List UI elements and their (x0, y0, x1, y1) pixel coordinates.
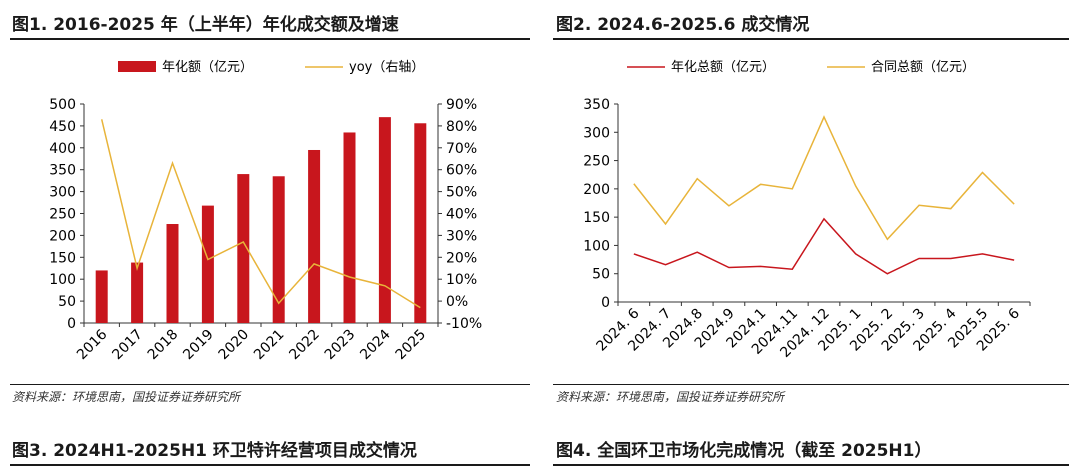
x-tick-label: 2021 (251, 327, 288, 364)
left-y-tick-label: 350 (49, 163, 76, 179)
chart2-y-tick-label: 0 (601, 295, 610, 311)
legend-label-annualized-total: 年化总额（亿元） (671, 60, 775, 75)
left-y-tick-label: 250 (49, 207, 76, 223)
x-tick-label: 2025 (393, 327, 430, 364)
bar-annualized-amount (272, 176, 285, 323)
right-y-tick-label: 60% (446, 163, 477, 179)
x-tick-label: 2016 (74, 326, 111, 363)
right-y-tick-label: 40% (446, 207, 477, 223)
x-tick-label: 2017 (109, 327, 146, 364)
right-y-tick-label: 0% (446, 294, 468, 310)
right-y-tick-label: 80% (446, 119, 477, 135)
bar-annualized-amount (95, 270, 108, 323)
chart2-y-tick-label: 50 (592, 267, 610, 283)
line-annualized-total (633, 217, 1015, 275)
bar-annualized-amount (343, 132, 356, 323)
bar-annualized-amount (237, 174, 250, 323)
figure1-source-rule (10, 384, 530, 385)
legend-label-contract-total: 合同总额（亿元） (871, 60, 975, 75)
left-y-tick-label: 300 (49, 185, 76, 201)
x-tick-label: 2018 (145, 327, 182, 364)
bar-annualized-amount (201, 205, 214, 323)
left-y-tick-label: 500 (49, 97, 76, 113)
right-y-tick-label: -10% (446, 316, 482, 332)
x-tick-label: 2020 (216, 327, 253, 364)
right-y-tick-label: 10% (446, 272, 477, 288)
figure4-title-rule (553, 464, 1069, 466)
right-y-tick-label: 20% (446, 250, 477, 266)
legend-label-annualized-amount: 年化额（亿元） (162, 60, 253, 75)
line-yoy (100, 119, 421, 309)
left-y-tick-label: 200 (49, 228, 76, 244)
left-y-tick-label: 450 (49, 119, 76, 135)
chart2-y-tick-label: 100 (583, 238, 610, 254)
right-y-tick-label: 30% (446, 228, 477, 244)
figure2-title: 图2. 2024.6-2025.6 成交情况 (556, 15, 810, 35)
figure3-title: 图3. 2024H1-2025H1 环卫特许经营项目成交情况 (12, 441, 417, 461)
figure2-source-rule (553, 384, 1069, 385)
right-y-tick-label: 70% (446, 141, 477, 157)
left-y-tick-label: 100 (49, 272, 76, 288)
left-y-tick-label: 0 (67, 316, 76, 332)
chart2-y-tick-label: 150 (583, 210, 610, 226)
left-y-tick-label: 50 (58, 294, 76, 310)
bar-annualized-amount (308, 149, 321, 323)
bar-annualized-amount (414, 123, 427, 323)
bar-annualized-amount (131, 262, 144, 323)
legend-label-yoy: yoy（右轴） (349, 60, 424, 75)
x-tick-label: 2023 (322, 327, 359, 364)
bar-annualized-amount (378, 117, 391, 323)
figure4-title: 图4. 全国环卫市场化完成情况（截至 2025H1） (556, 441, 932, 461)
figure1-title-rule (10, 38, 530, 40)
chart2-y-tick-label: 200 (583, 182, 610, 198)
x-tick-label: 2022 (286, 327, 323, 364)
left-y-tick-label: 400 (49, 141, 76, 157)
chart2-y-tick-label: 350 (583, 97, 610, 113)
legend-swatch-annualized-amount (118, 61, 156, 72)
right-y-tick-label: 50% (446, 185, 477, 201)
line-contract-total (633, 115, 1015, 241)
bar-annualized-amount (166, 224, 179, 323)
right-y-tick-label: 90% (446, 97, 477, 113)
chart2-y-tick-label: 300 (583, 125, 610, 141)
figure3-title-rule (10, 464, 530, 466)
figure1-title: 图1. 2016-2025 年（上半年）年化成交额及增速 (12, 15, 399, 35)
left-y-tick-label: 150 (49, 250, 76, 266)
x-tick-label: 2019 (180, 327, 217, 364)
figure2-source: 资料来源：环境思南，国投证券证券研究所 (556, 390, 785, 404)
figure2-title-rule (553, 38, 1069, 40)
x-tick-label: 2024 (357, 326, 394, 363)
figure1-source: 资料来源：环境思南，国投证券证券研究所 (12, 390, 241, 404)
chart2-y-tick-label: 250 (583, 154, 610, 170)
